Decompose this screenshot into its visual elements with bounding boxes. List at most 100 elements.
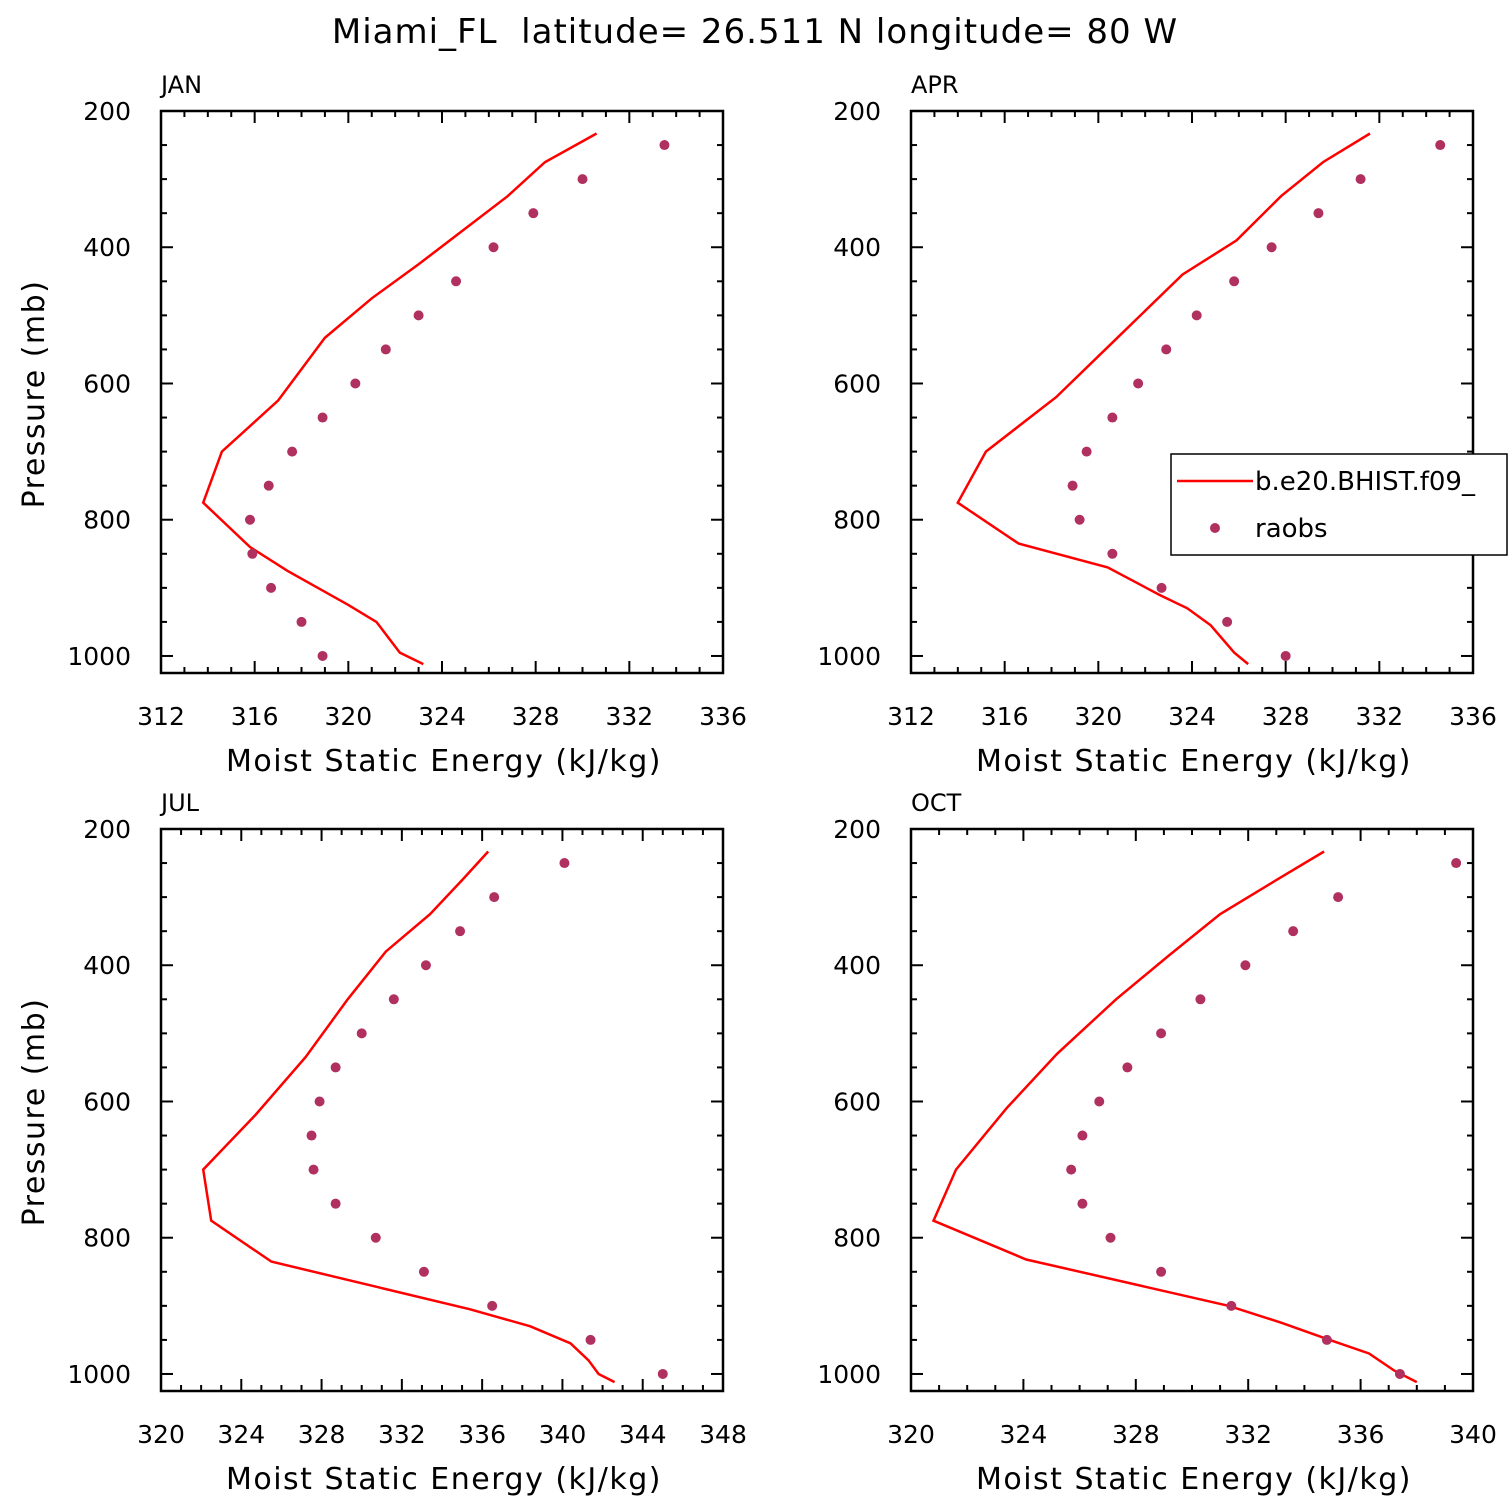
raobs-point bbox=[1355, 174, 1366, 185]
raobs-point bbox=[317, 412, 328, 423]
raobs-point bbox=[244, 514, 255, 525]
y-tick-label: 400 bbox=[833, 233, 881, 262]
raobs-point bbox=[1240, 960, 1251, 971]
x-tick-label: 320 bbox=[324, 702, 372, 731]
x-tick-label: 332 bbox=[378, 1420, 426, 1449]
model-series-line bbox=[201, 132, 598, 666]
raobs-point bbox=[388, 994, 399, 1005]
x-tick-label: 344 bbox=[619, 1420, 667, 1449]
raobs-point bbox=[317, 650, 328, 661]
raobs-point bbox=[1288, 926, 1299, 937]
y-tick-label: 200 bbox=[83, 97, 131, 126]
x-tick-label: 328 bbox=[1112, 1420, 1160, 1449]
raobs-point bbox=[585, 1334, 596, 1345]
y-tick-label: 800 bbox=[83, 506, 131, 535]
x-tick-label: 348 bbox=[699, 1420, 747, 1449]
raobs-point bbox=[1222, 616, 1233, 627]
raobs-point bbox=[1156, 582, 1167, 593]
x-tick-label: 324 bbox=[418, 702, 466, 731]
y-tick-label: 400 bbox=[833, 951, 881, 980]
raobs-point bbox=[487, 1300, 498, 1311]
raobs-point bbox=[1191, 310, 1202, 321]
raobs-point bbox=[577, 174, 588, 185]
raobs-point bbox=[1077, 1198, 1088, 1209]
raobs-point bbox=[1161, 344, 1172, 355]
y-tick-label: 600 bbox=[83, 369, 131, 398]
raobs-point bbox=[657, 1368, 668, 1379]
x-tick-label: 336 bbox=[699, 702, 747, 731]
raobs-point bbox=[1313, 208, 1324, 219]
y-axis-title: Pressure (mb) bbox=[17, 998, 52, 1227]
raobs-point bbox=[528, 208, 539, 219]
raobs-point bbox=[1067, 480, 1078, 491]
raobs-point bbox=[1394, 1368, 1405, 1379]
x-tick-label: 336 bbox=[458, 1420, 506, 1449]
raobs-point bbox=[350, 378, 361, 389]
y-tick-label: 1000 bbox=[67, 642, 131, 671]
raobs-point bbox=[356, 1028, 367, 1039]
raobs-point bbox=[1229, 276, 1240, 287]
panel-label: JAN bbox=[159, 71, 202, 99]
raobs-point bbox=[455, 926, 466, 937]
y-tick-label: 600 bbox=[833, 1087, 881, 1116]
raobs-point bbox=[1195, 994, 1206, 1005]
y-tick-label: 800 bbox=[833, 506, 881, 535]
raobs-point bbox=[1107, 548, 1118, 559]
raobs-point bbox=[330, 1062, 341, 1073]
raobs-point bbox=[1321, 1334, 1332, 1345]
plot-frame bbox=[909, 109, 1475, 675]
x-tick-label: 328 bbox=[1262, 702, 1310, 731]
raobs-point bbox=[314, 1096, 325, 1107]
raobs-point bbox=[266, 582, 277, 593]
legend-frame bbox=[1170, 453, 1508, 556]
x-tick-label: 336 bbox=[1449, 702, 1497, 731]
raobs-point bbox=[1156, 1028, 1167, 1039]
raobs-point bbox=[247, 548, 258, 559]
y-tick-label: 600 bbox=[833, 369, 881, 398]
panel-jan: 312 316 320 324 328 332 336 200 400 600 800 1000 JAN… bbox=[17, 71, 747, 779]
y-tick-label: 600 bbox=[83, 1087, 131, 1116]
panel-label: APR bbox=[911, 71, 959, 99]
x-tick-label: 312 bbox=[887, 702, 935, 731]
raobs-point bbox=[1333, 892, 1344, 903]
y-tick-label: 400 bbox=[83, 951, 131, 980]
raobs-point bbox=[330, 1198, 341, 1209]
x-tick-label: 324 bbox=[217, 1420, 265, 1449]
figure-title: Miami_FL latitude= 26.511 N longitude= 8… bbox=[331, 12, 1179, 52]
legend-obs-label: raobs bbox=[1255, 514, 1328, 544]
raobs-point bbox=[296, 616, 307, 627]
panel-label: JUL bbox=[159, 789, 200, 817]
x-tick-label: 336 bbox=[1337, 1420, 1385, 1449]
raobs-point bbox=[1156, 1266, 1167, 1277]
x-tick-label: 340 bbox=[1449, 1420, 1497, 1449]
x-axis-title: Moist Static Energy (kJ/kg) bbox=[226, 744, 662, 779]
panel-apr: 312 316 320 324 328 332 336 200 400 600 800 1000 APR… bbox=[817, 71, 1496, 779]
y-tick-label: 800 bbox=[83, 1224, 131, 1253]
legend: b.e20.BHIST.f09_ raobs bbox=[1170, 453, 1508, 556]
raobs-point bbox=[1107, 412, 1118, 423]
raobs-point bbox=[308, 1164, 319, 1175]
x-tick-label: 316 bbox=[981, 702, 1029, 731]
y-tick-label: 200 bbox=[833, 97, 881, 126]
x-tick-label: 328 bbox=[512, 702, 560, 731]
legend-obs-marker bbox=[1210, 523, 1220, 533]
raobs-point bbox=[418, 1266, 429, 1277]
x-axis-title: Moist Static Energy (kJ/kg) bbox=[226, 1462, 662, 1497]
legend-model-label: b.e20.BHIST.f09_ bbox=[1255, 467, 1476, 497]
raobs-point bbox=[263, 480, 274, 491]
y-tick-label: 200 bbox=[833, 815, 881, 844]
plot-frame bbox=[159, 109, 725, 675]
model-series-line bbox=[931, 850, 1418, 1384]
raobs-point bbox=[1066, 1164, 1077, 1175]
plot-frame bbox=[909, 827, 1475, 1393]
x-tick-label: 328 bbox=[298, 1420, 346, 1449]
x-tick-label: 324 bbox=[1168, 702, 1216, 731]
raobs-point bbox=[451, 276, 462, 287]
raobs-point bbox=[1081, 446, 1092, 457]
raobs-point bbox=[287, 446, 298, 457]
x-tick-label: 332 bbox=[1355, 702, 1403, 731]
x-tick-label: 312 bbox=[137, 702, 185, 731]
raobs-point bbox=[488, 242, 499, 253]
raobs-point bbox=[370, 1232, 381, 1243]
